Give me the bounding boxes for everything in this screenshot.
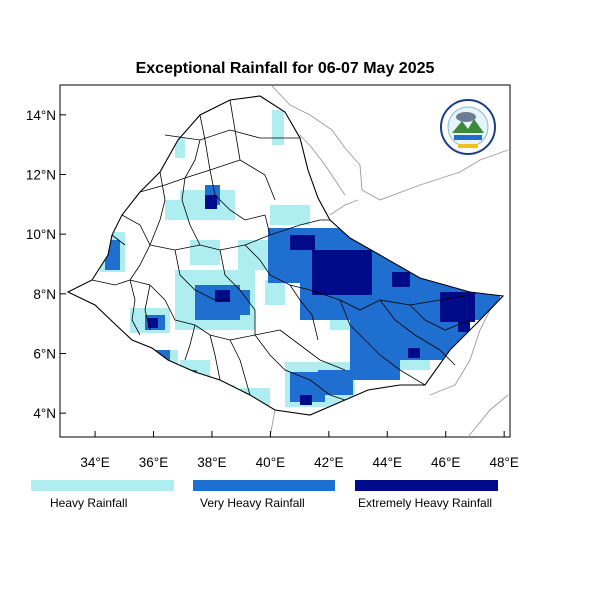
legend-swatch-heavy xyxy=(31,480,174,491)
rainfall-layer xyxy=(100,110,500,410)
y-tick-label: 6°N xyxy=(33,346,56,361)
legend-label-very-heavy: Very Heavy Rainfall xyxy=(200,496,305,510)
ethiopia-outline xyxy=(66,95,505,416)
x-tick-label: 38°E xyxy=(197,455,226,470)
plot-frame xyxy=(59,84,511,438)
x-tick-label: 44°E xyxy=(373,455,402,470)
x-tick-label: 42°E xyxy=(314,455,343,470)
legend-swatch-very-heavy xyxy=(193,480,335,491)
extreme-rainfall-areas xyxy=(148,195,475,410)
internal-boundaries xyxy=(91,99,471,401)
legend-swatch-extreme xyxy=(355,480,498,491)
x-tick-label: 46°E xyxy=(431,455,460,470)
x-axis: 34°E 36°E 38°E 40°E 42°E 44°E 46°E 48°E xyxy=(80,431,519,470)
x-tick-label: 48°E xyxy=(489,455,518,470)
x-tick-label: 40°E xyxy=(256,455,285,470)
y-axis: 14°N 12°N 10°N 8°N 6°N 4°N xyxy=(26,108,66,421)
x-tick-label: 34°E xyxy=(80,455,109,470)
legend-label-heavy: Heavy Rainfall xyxy=(50,496,128,510)
map-title: Exceptional Rainfall for 06-07 May 2025 xyxy=(136,60,435,77)
y-tick-label: 4°N xyxy=(33,406,56,421)
legend-label-extreme: Extremely Heavy Rainfall xyxy=(358,496,493,510)
meteorology-institute-logo xyxy=(440,99,496,155)
y-tick-label: 12°N xyxy=(26,167,56,182)
x-tick-label: 36°E xyxy=(139,455,168,470)
y-tick-label: 10°N xyxy=(26,227,56,242)
y-tick-label: 8°N xyxy=(33,287,56,302)
y-tick-label: 14°N xyxy=(26,108,56,123)
